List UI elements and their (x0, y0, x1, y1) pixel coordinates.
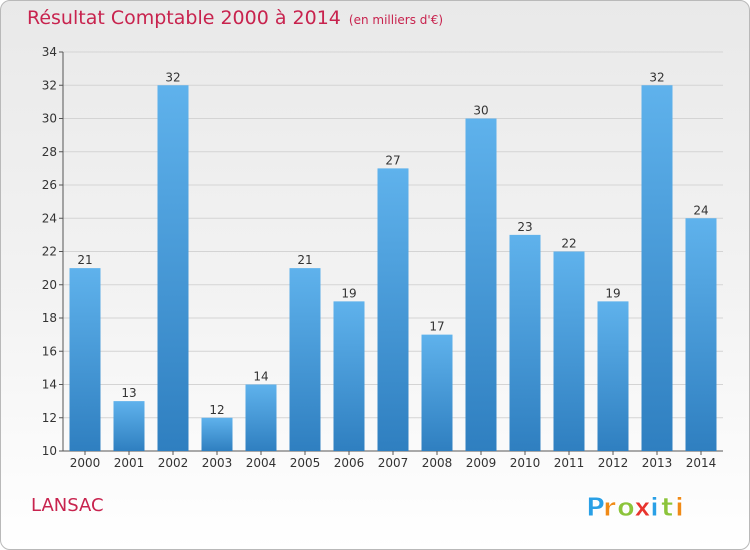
bar-2007 (377, 168, 409, 451)
x-tick-label: 2001 (114, 456, 145, 470)
title-unit: (en milliers d'€) (348, 13, 444, 27)
y-tick-label: 34 (42, 45, 57, 59)
bar-2006 (333, 301, 365, 451)
bar-2012 (597, 301, 629, 451)
data-label: 19 (605, 286, 620, 300)
bar-2013 (641, 85, 673, 451)
x-tick-label: 2005 (290, 456, 321, 470)
y-tick-label: 16 (42, 344, 57, 358)
data-label: 23 (517, 220, 532, 234)
logo-letter: t (661, 493, 673, 523)
logo-letter: i (675, 493, 684, 523)
y-tick-label: 20 (42, 278, 57, 292)
x-tick-label: 2008 (422, 456, 453, 470)
data-label: 19 (341, 286, 356, 300)
proxiti-logo: Pr o x i t i (586, 493, 684, 524)
chart-title: Résultat Comptable 2000 à 2014 (en millie… (27, 7, 443, 29)
title-text: Résultat Comptable 2000 à 2014 (27, 7, 341, 29)
y-tick-label: 12 (42, 411, 57, 425)
y-tick-label: 22 (42, 245, 57, 259)
y-tick-label: 10 (42, 444, 57, 458)
data-label: 32 (649, 70, 664, 84)
x-tick-label: 2012 (598, 456, 629, 470)
y-tick-label: 30 (42, 112, 57, 126)
x-tick-label: 2004 (246, 456, 277, 470)
logo-letter: o (617, 493, 635, 523)
bar-2004 (245, 384, 277, 451)
logo-letter: i (650, 493, 659, 523)
data-label: 14 (253, 370, 268, 384)
data-label: 22 (561, 237, 576, 251)
logo-letter: x (634, 493, 651, 523)
data-label: 13 (121, 386, 136, 400)
data-label: 24 (693, 203, 708, 217)
y-tick-label: 26 (42, 178, 57, 192)
bar-2002 (157, 85, 189, 451)
y-tick-label: 24 (42, 211, 57, 225)
bar-2000 (69, 268, 101, 451)
x-tick-label: 2014 (686, 456, 717, 470)
y-tick-label: 28 (42, 145, 57, 159)
x-tick-label: 2011 (554, 456, 585, 470)
data-label: 30 (473, 104, 488, 118)
x-tick-label: 2002 (158, 456, 189, 470)
bar-2009 (465, 118, 497, 451)
x-tick-label: 2010 (510, 456, 541, 470)
x-tick-label: 2000 (70, 456, 101, 470)
y-tick-label: 32 (42, 78, 57, 92)
data-label: 32 (165, 70, 180, 84)
x-tick-label: 2013 (642, 456, 673, 470)
x-tick-label: 2006 (334, 456, 365, 470)
bar-2001 (113, 401, 145, 451)
bar-2008 (421, 334, 453, 451)
bar-2011 (553, 251, 585, 451)
x-tick-label: 2009 (466, 456, 497, 470)
y-tick-label: 18 (42, 311, 57, 325)
x-tick-label: 2003 (202, 456, 233, 470)
data-label: 21 (77, 253, 92, 267)
bar-2010 (509, 234, 541, 451)
bar-2005 (289, 268, 321, 451)
data-label: 27 (385, 153, 400, 167)
y-tick-label: 14 (42, 378, 57, 392)
logo-letter: r (603, 493, 616, 523)
x-tick-label: 2007 (378, 456, 409, 470)
bar-2003 (201, 417, 233, 451)
data-label: 21 (297, 253, 312, 267)
commune-name: LANSAC (31, 495, 104, 516)
data-label: 17 (429, 320, 444, 334)
bar-2014 (685, 218, 717, 451)
logo-letter: P (586, 493, 605, 523)
data-label: 12 (209, 403, 224, 417)
